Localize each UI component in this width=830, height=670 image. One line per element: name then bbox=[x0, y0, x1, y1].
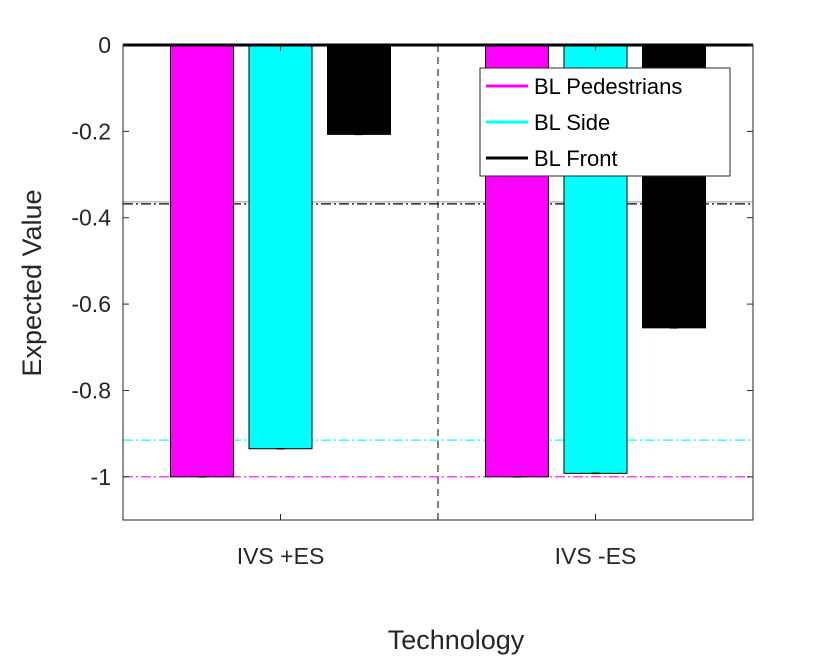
y-axis-title: Expected Value bbox=[17, 189, 47, 376]
axes: 0 -0.2 -0.4 -0.6 -0.8 -1 IVS +ES IVS -ES bbox=[71, 32, 754, 569]
y-tick-label: -0.4 bbox=[71, 205, 111, 231]
y-tick-label: -0.2 bbox=[71, 118, 111, 144]
legend-label: BL Pedestrians bbox=[534, 74, 682, 99]
legend: BL Pedestrians BL Side BL Front bbox=[479, 67, 731, 177]
y-tick-label: -0.6 bbox=[71, 291, 111, 317]
y-tick-label: 0 bbox=[98, 32, 111, 58]
y-tick-label: -1 bbox=[91, 464, 111, 490]
legend-label: BL Front bbox=[534, 146, 618, 171]
bar bbox=[170, 44, 234, 478]
bar bbox=[248, 44, 313, 450]
bar bbox=[327, 44, 391, 135]
y-tick-label: -0.8 bbox=[71, 377, 111, 403]
x-axis-title: Technology bbox=[388, 625, 525, 655]
x-tick-label: IVS -ES bbox=[555, 543, 637, 569]
x-tick-label: IVS +ES bbox=[237, 543, 325, 569]
legend-label: BL Side bbox=[534, 110, 610, 135]
